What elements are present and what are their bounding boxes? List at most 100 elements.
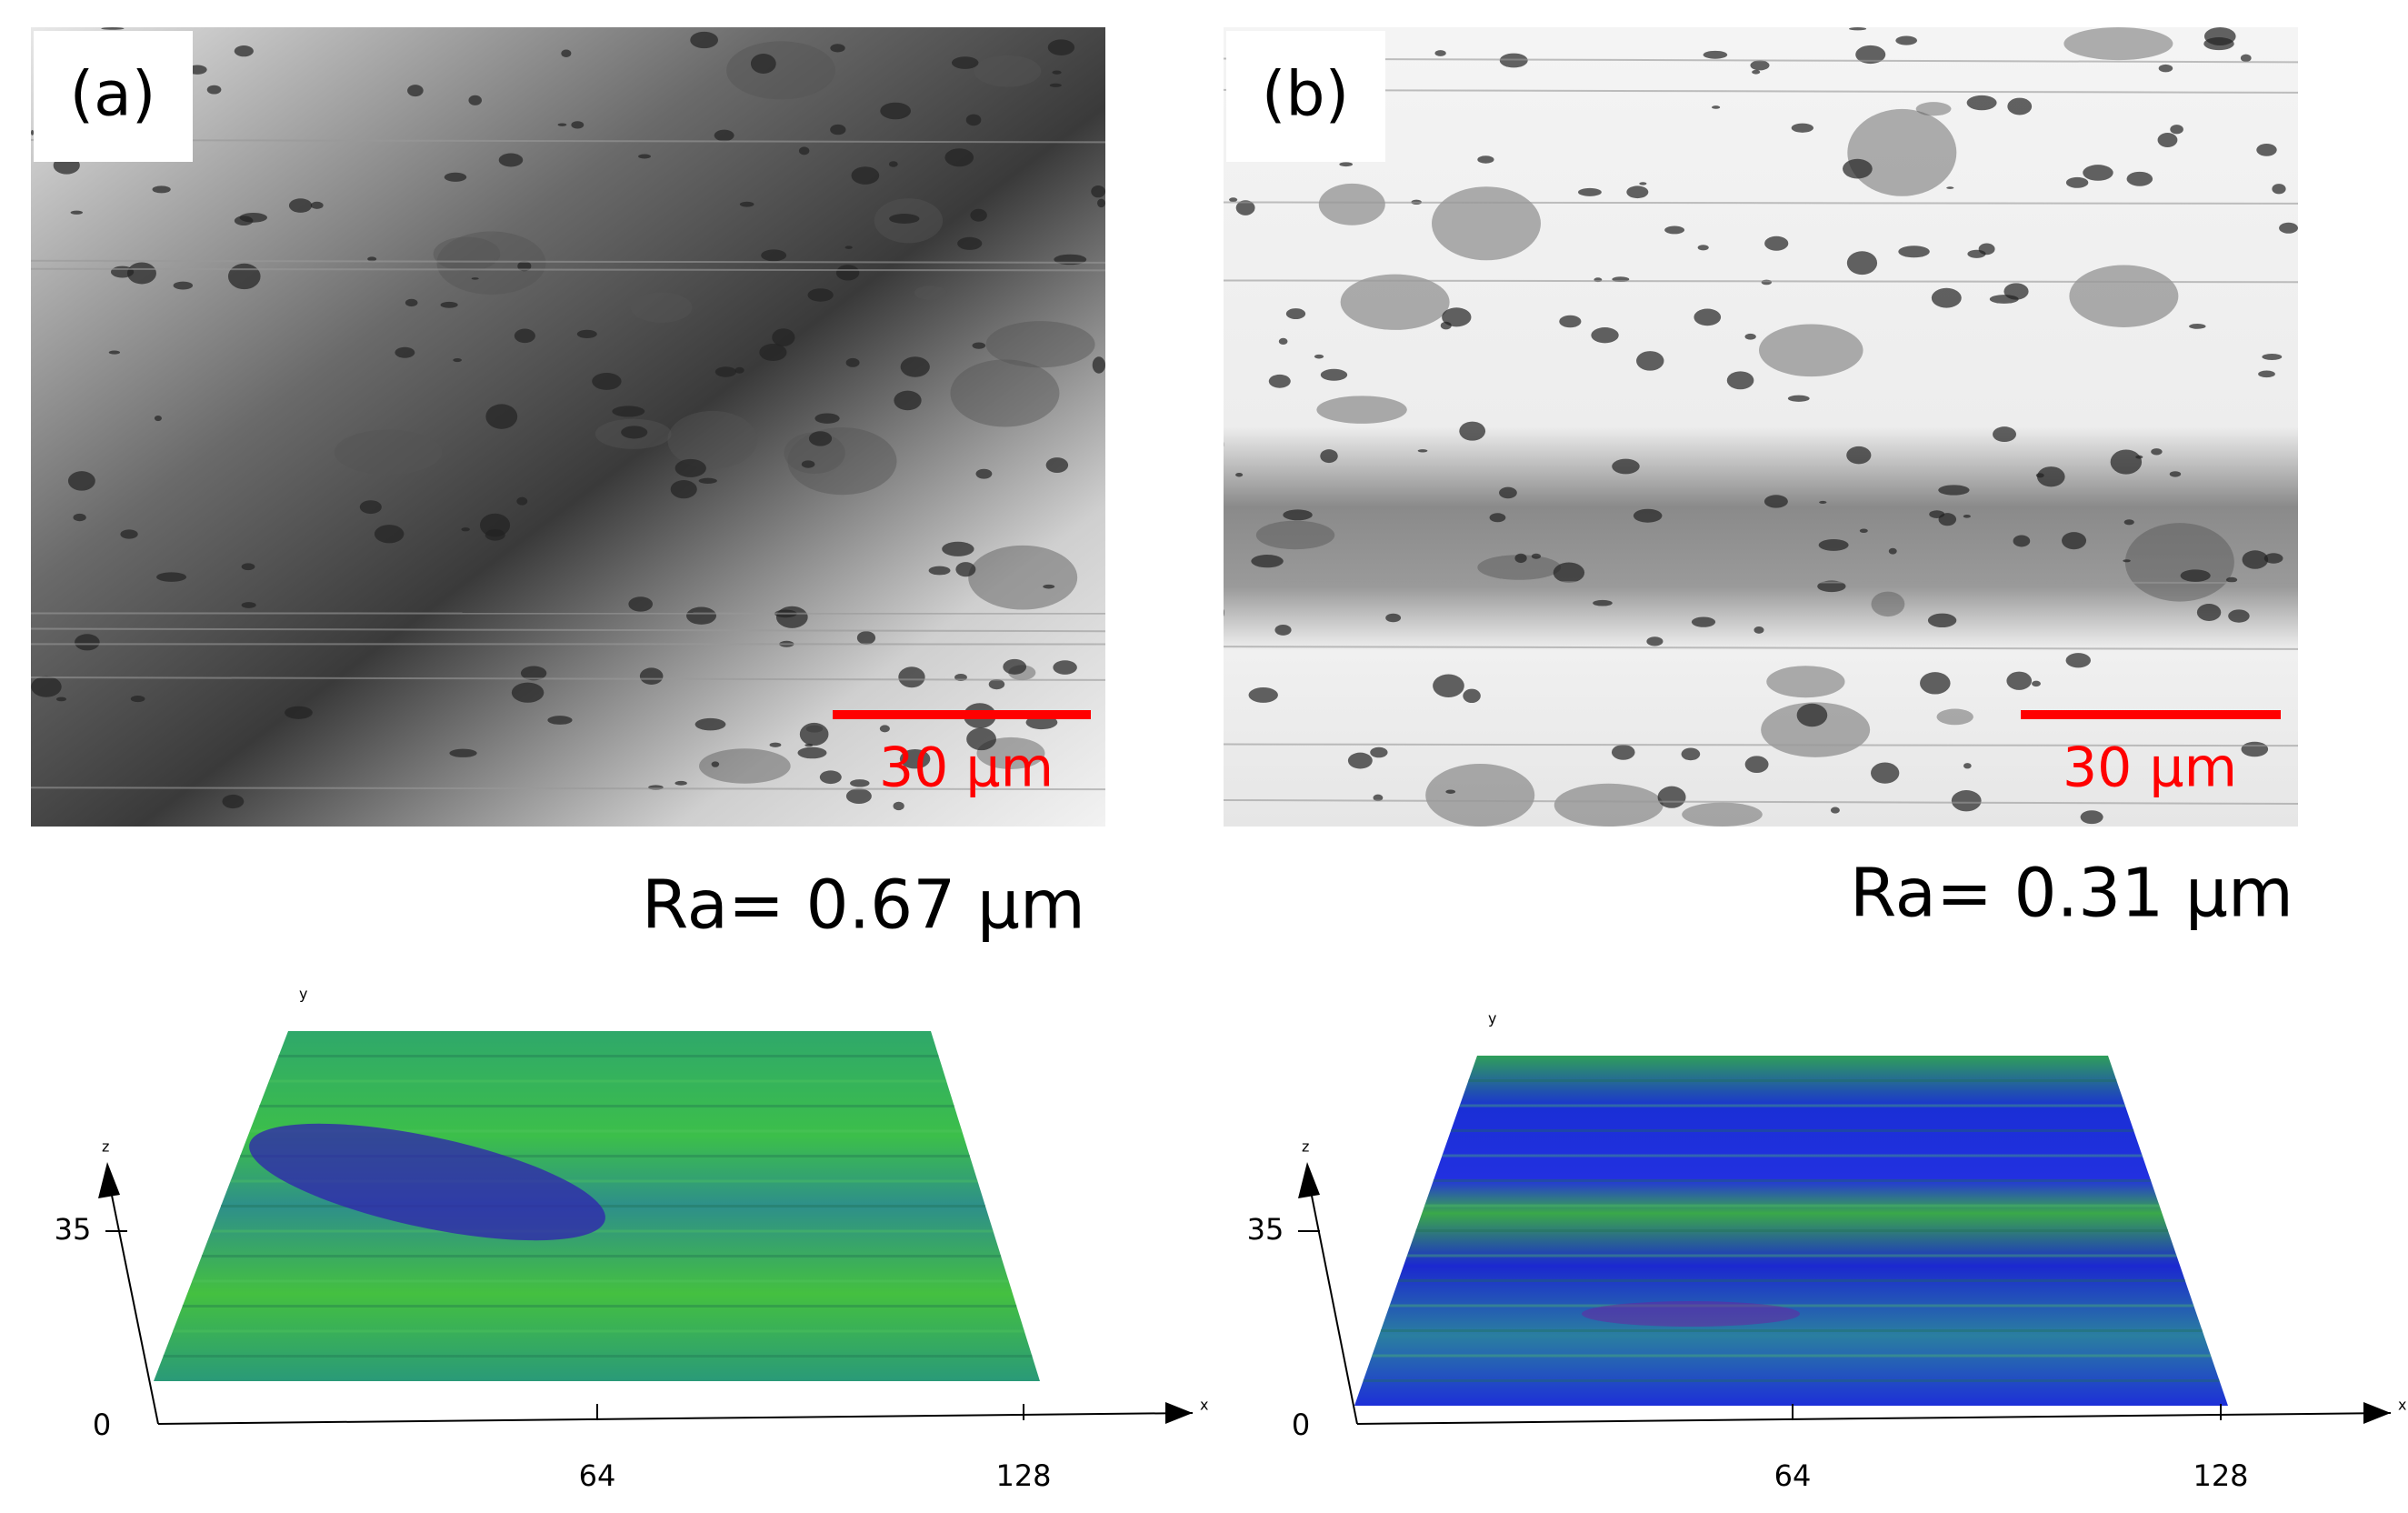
texture: [799, 722, 829, 746]
texture: [1750, 60, 1770, 71]
z-axis-letter: z: [1302, 1138, 1309, 1156]
texture: [1817, 580, 1846, 593]
texture: [726, 41, 836, 100]
texture: [667, 410, 758, 469]
texture: [699, 748, 791, 784]
texture: [436, 231, 546, 295]
texture: [108, 350, 121, 355]
texture: [1320, 368, 1348, 381]
panel-label: (b): [1262, 59, 1349, 131]
texture: [1370, 746, 1388, 758]
texture: [156, 572, 187, 582]
texture: [1978, 243, 1995, 256]
texture: [1431, 186, 1541, 261]
texture: [2124, 523, 2234, 602]
texture: [1347, 752, 1373, 769]
texture: [798, 146, 810, 155]
texture: [638, 154, 651, 159]
x-arrow: [1165, 1402, 1193, 1424]
texture: [1682, 802, 1763, 827]
texture: [561, 49, 572, 57]
texture: [1235, 200, 1255, 215]
texture: [1764, 495, 1788, 508]
texture: [516, 496, 528, 506]
z-arrow: [1298, 1162, 1320, 1198]
texture: [395, 346, 415, 358]
texture: [830, 44, 845, 53]
texture: [951, 56, 979, 69]
texture: [1752, 69, 1761, 75]
texture: [1499, 486, 1517, 499]
texture: [453, 358, 462, 363]
texture: [974, 55, 1042, 87]
surface-pit: [1582, 1301, 1800, 1327]
scratch: [1223, 646, 2299, 650]
texture: [1092, 356, 1106, 374]
texture: [845, 357, 860, 367]
texture: [1248, 686, 1278, 703]
texture: [288, 198, 313, 213]
texture: [1929, 510, 1945, 518]
texture: [75, 634, 100, 651]
surface-pit: [249, 1123, 605, 1241]
texture: [1664, 225, 1685, 235]
texture: [2258, 370, 2275, 378]
texture: [1758, 324, 1863, 377]
texture: [2003, 283, 2029, 300]
texture: [1636, 351, 1664, 371]
texture: [1274, 625, 1292, 636]
roughness: Ra= 0.67 μm: [642, 867, 1085, 945]
texture: [1591, 327, 1619, 344]
texture: [110, 266, 135, 278]
texture: [880, 102, 911, 120]
panel-label: (a): [70, 59, 156, 131]
texture: [898, 666, 925, 688]
texture: [1855, 45, 1886, 65]
scratch: [30, 787, 1106, 791]
texture: [965, 114, 982, 126]
texture: [750, 54, 776, 74]
texture: [2069, 265, 2179, 327]
texture: [950, 359, 1060, 427]
texture: [1791, 123, 1813, 133]
texture: [944, 148, 974, 167]
texture: [759, 344, 787, 362]
roughness: Ra= 0.31 μm: [1850, 855, 2293, 933]
texture: [1697, 245, 1709, 251]
texture: [2126, 171, 2153, 186]
scratch: [30, 138, 1106, 144]
texture: [966, 727, 996, 751]
texture: [130, 696, 145, 703]
texture: [1938, 485, 1970, 496]
y-axis-letter: y: [1488, 1010, 1496, 1027]
texture: [801, 460, 815, 468]
texture: [844, 245, 853, 249]
texture: [1766, 666, 1845, 698]
texture: [1703, 50, 1728, 59]
texture: [1514, 553, 1527, 564]
texture: [1859, 528, 1868, 534]
texture: [628, 596, 654, 612]
texture: [1966, 95, 1997, 111]
texture: [957, 236, 983, 250]
texture: [1936, 708, 1973, 726]
texture: [2279, 222, 2298, 234]
texture: [670, 480, 697, 499]
texture: [686, 606, 716, 625]
texture: [241, 602, 256, 608]
texture: [405, 298, 418, 307]
texture: [2062, 532, 2087, 550]
z-axis-letter: z: [102, 1138, 109, 1156]
micrograph: [31, 27, 1105, 827]
texture: [734, 366, 744, 374]
x-tick-label: 128: [995, 1458, 1051, 1493]
texture: [241, 563, 255, 571]
texture: [334, 429, 443, 476]
texture: [1553, 562, 1585, 584]
x-tick-label: 64: [1774, 1458, 1812, 1493]
texture: [359, 500, 382, 515]
texture: [698, 477, 717, 484]
texture: [1091, 185, 1105, 198]
texture: [1847, 108, 1957, 196]
